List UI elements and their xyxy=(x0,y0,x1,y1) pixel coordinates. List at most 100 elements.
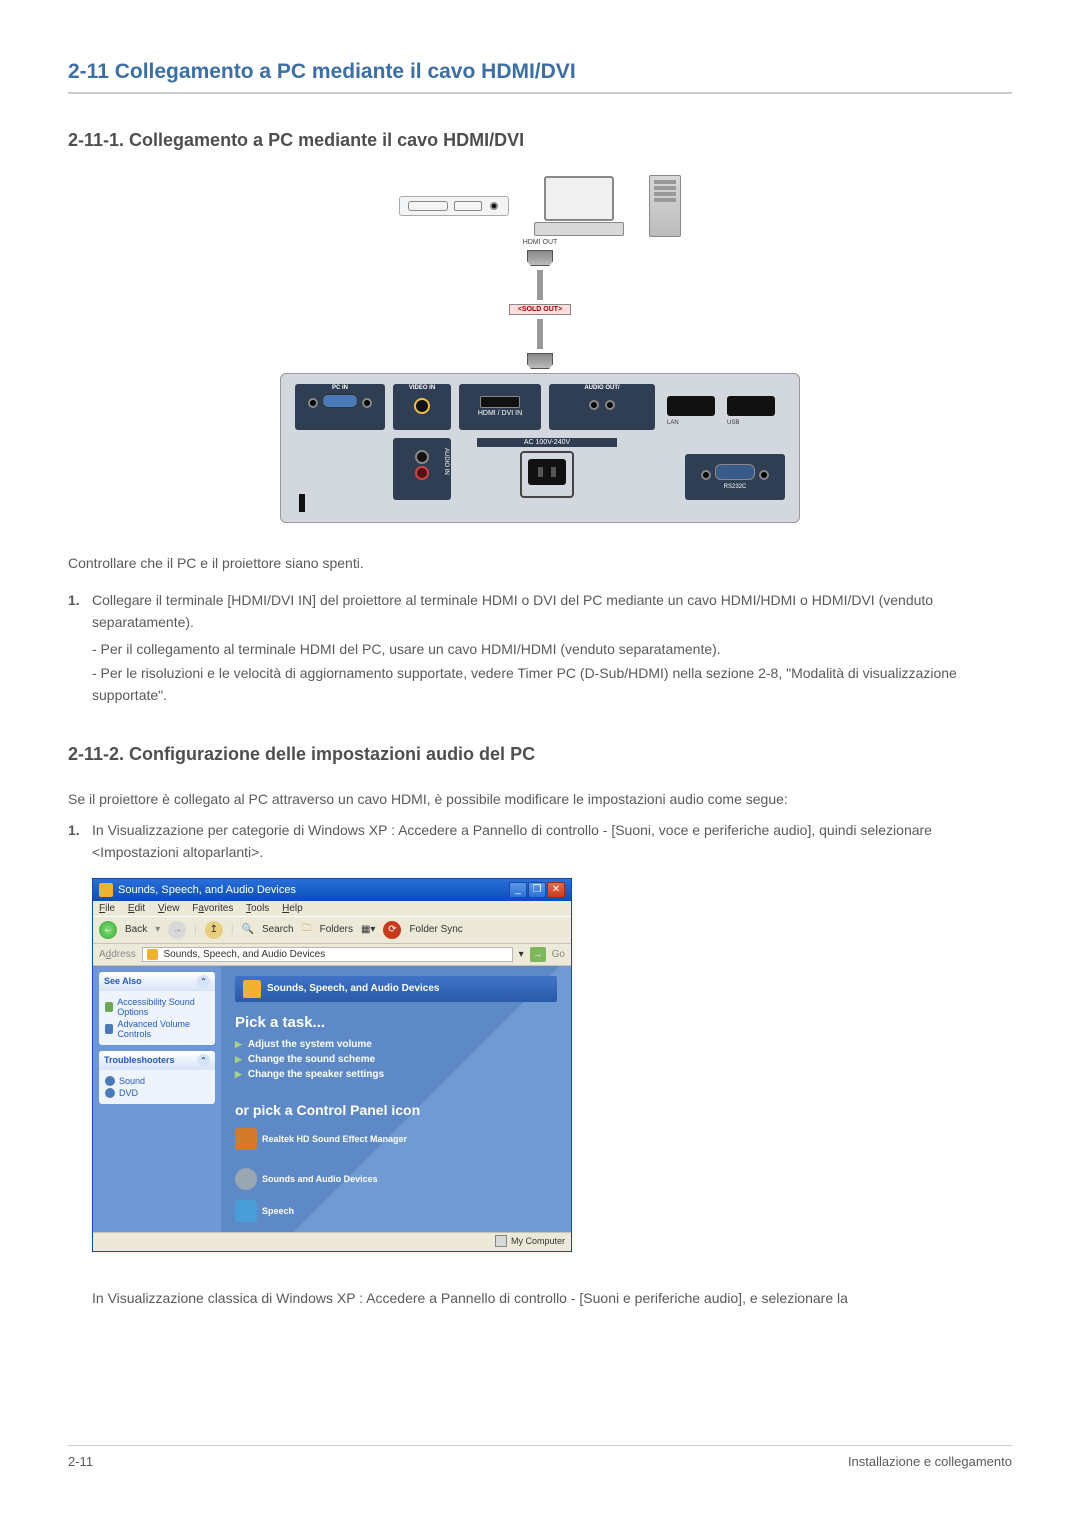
hdmi-out-label: HDMI OUT xyxy=(280,239,800,246)
sidebar-item-accessibility[interactable]: Accessibility Sound Options xyxy=(105,997,209,1017)
task-change-sound-scheme[interactable]: ▶Change the sound scheme xyxy=(235,1054,557,1065)
address-field[interactable]: Sounds, Speech, and Audio Devices xyxy=(142,947,513,962)
port-audio-out-label: AUDIO OUT/ xyxy=(549,385,655,391)
search-icon[interactable]: 🔍 xyxy=(241,924,253,935)
address-label: Address xyxy=(99,949,136,960)
step-2: 1. In Visualizzazione per categorie di W… xyxy=(68,820,1012,863)
menubar[interactable]: File Edit View Favorites Tools Help xyxy=(93,901,571,916)
my-computer-icon xyxy=(495,1235,507,1247)
subsection-1-title: 2-11-1. Collegamento a PC mediante il ca… xyxy=(68,130,1012,151)
category-banner: Sounds, Speech, and Audio Devices xyxy=(235,976,557,1002)
step-1-text: Collegare il terminale [HDMI/DVI IN] del… xyxy=(92,590,1012,633)
sub2-intro: Se il proiettore è collegato al PC attra… xyxy=(68,789,1012,810)
main-panel: Sounds, Speech, and Audio Devices Pick a… xyxy=(221,966,571,1232)
window-title: Sounds, Speech, and Audio Devices xyxy=(118,884,296,896)
projector-rear-panel: PC IN VIDEO IN HDMI / DVI IN AUDIO OUT/ xyxy=(280,373,800,523)
step-2-number: 1. xyxy=(68,820,92,863)
toolbar: ← Back ▾ → | ↥ | 🔍 Search 🗀 Folders ▦▾ ⟳… xyxy=(93,916,571,944)
port-hdmi-dvi-in-label: HDMI / DVI IN xyxy=(465,410,535,417)
cp-icon-sounds-audio[interactable]: Sounds and Audio Devices xyxy=(235,1168,378,1190)
forward-icon: → xyxy=(168,921,186,939)
sidebar-item-sound[interactable]: Sound xyxy=(105,1076,209,1086)
back-icon[interactable]: ← xyxy=(99,921,117,939)
port-audio-in-label: AUDIO IN xyxy=(443,448,449,475)
step-1-subline-1: - Per il collegamento al terminale HDMI … xyxy=(68,639,1012,661)
section-heading: 2-11 Collegamento a PC mediante il cavo … xyxy=(68,60,1012,84)
power-socket-icon xyxy=(528,459,566,485)
or-pick-heading: or pick a Control Panel icon xyxy=(235,1102,557,1118)
search-label[interactable]: Search xyxy=(262,924,294,935)
port-usb xyxy=(727,396,775,416)
window-icon xyxy=(99,883,113,897)
arrow-icon: ▶ xyxy=(235,1039,242,1050)
menu-file[interactable]: File xyxy=(99,903,115,914)
footer-page-number: 2-11 xyxy=(68,1454,93,1469)
menu-view[interactable]: View xyxy=(158,903,180,914)
page-footer: 2-11 Installazione e collegamento xyxy=(68,1445,1012,1469)
port-pc-in-label: PC IN xyxy=(295,385,385,391)
port-lan-label: LAN xyxy=(667,420,679,426)
close-button[interactable]: ✕ xyxy=(547,882,565,898)
status-text: My Computer xyxy=(511,1236,565,1246)
cp-icon-realtek[interactable]: Realtek HD Sound Effect Manager xyxy=(235,1128,407,1150)
menu-tools[interactable]: Tools xyxy=(246,903,269,914)
go-button[interactable]: → xyxy=(530,947,546,962)
sidebar-item-dvd[interactable]: DVD xyxy=(105,1088,209,1098)
step-1: 1. Collegare il terminale [HDMI/DVI IN] … xyxy=(68,590,1012,633)
section-title: Collegamento a PC mediante il cavo HDMI/… xyxy=(115,60,576,83)
menu-help[interactable]: Help xyxy=(282,903,303,914)
after-screenshot-text: In Visualizzazione classica di Windows X… xyxy=(68,1288,1012,1310)
foldersync-icon[interactable]: ⟳ xyxy=(383,921,401,939)
window-titlebar: Sounds, Speech, and Audio Devices _ ❐ ✕ xyxy=(93,879,571,901)
subsection-2-title: 2-11-2. Configurazione delle impostazion… xyxy=(68,744,1012,765)
cable-segment xyxy=(537,270,543,300)
step-2-text: In Visualizzazione per categorie di Wind… xyxy=(92,820,1012,863)
cable-sold-out-label: <SOLD OUT> xyxy=(509,304,571,315)
minimize-button[interactable]: _ xyxy=(509,882,527,898)
port-usb-label: USB xyxy=(727,420,739,426)
task-adjust-volume[interactable]: ▶Adjust the system volume xyxy=(235,1039,557,1050)
go-label[interactable]: Go xyxy=(552,949,565,960)
see-also-title: See Also xyxy=(104,976,142,986)
windows-xp-screenshot: Sounds, Speech, and Audio Devices _ ❐ ✕ … xyxy=(92,878,572,1252)
hdmi-connector-icon xyxy=(527,353,553,369)
troubleshooters-title: Troubleshooters xyxy=(104,1055,175,1065)
step-1-subline-2: - Per le risoluzioni e le velocità di ag… xyxy=(68,663,1012,706)
addressbar: Address Sounds, Speech, and Audio Device… xyxy=(93,944,571,966)
cable-segment xyxy=(537,319,543,349)
footer-section-label: Installazione e collegamento xyxy=(848,1454,1012,1469)
category-icon xyxy=(243,980,261,998)
folders-icon[interactable]: 🗀 xyxy=(302,921,312,938)
maximize-button[interactable]: ❐ xyxy=(528,882,546,898)
vga-port-icon xyxy=(322,394,358,408)
sidebar: See Also ⌃ Accessibility Sound Options A… xyxy=(93,966,221,1232)
sidebar-item-advanced-volume[interactable]: Advanced Volume Controls xyxy=(105,1019,209,1039)
views-icon[interactable]: ▦▾ xyxy=(361,924,375,935)
heading-rule xyxy=(68,92,1012,94)
folders-label[interactable]: Folders xyxy=(320,924,353,935)
back-label[interactable]: Back xyxy=(125,924,147,935)
kensington-lock-icon xyxy=(299,494,305,512)
foldersync-label[interactable]: Folder Sync xyxy=(409,924,462,935)
cp-icon-speech[interactable]: Speech xyxy=(235,1200,294,1222)
section-number: 2-11 xyxy=(68,60,109,83)
menu-favorites[interactable]: Favorites xyxy=(192,903,233,914)
arrow-icon: ▶ xyxy=(235,1069,242,1080)
category-title: Sounds, Speech, and Audio Devices xyxy=(267,983,439,994)
statusbar: My Computer xyxy=(93,1232,571,1251)
up-icon[interactable]: ↥ xyxy=(205,921,223,939)
source-hdmi-out xyxy=(399,196,509,216)
menu-edit[interactable]: Edit xyxy=(128,903,145,914)
sidebar-troubleshooters: Troubleshooters ⌃ Sound DVD xyxy=(99,1051,215,1104)
task-change-speaker-settings[interactable]: ▶Change the speaker settings xyxy=(235,1069,557,1080)
intro-text: Controllare che il PC e il proiettore si… xyxy=(68,553,1012,574)
connection-figure: HDMI OUT <SOLD OUT> PC IN VIDEO IN xyxy=(68,175,1012,523)
collapse-icon[interactable]: ⌃ xyxy=(197,1054,210,1067)
hdmi-connector-icon xyxy=(527,250,553,266)
step-1-number: 1. xyxy=(68,590,92,633)
pick-a-task-heading: Pick a task... xyxy=(235,1014,557,1031)
collapse-icon[interactable]: ⌃ xyxy=(197,975,210,988)
pc-tower-icon xyxy=(649,175,681,237)
port-lan xyxy=(667,396,715,416)
arrow-icon: ▶ xyxy=(235,1054,242,1065)
